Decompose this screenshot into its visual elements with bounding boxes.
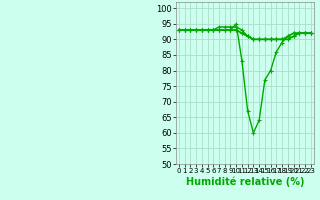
X-axis label: Humidité relative (%): Humidité relative (%) [186,177,304,187]
